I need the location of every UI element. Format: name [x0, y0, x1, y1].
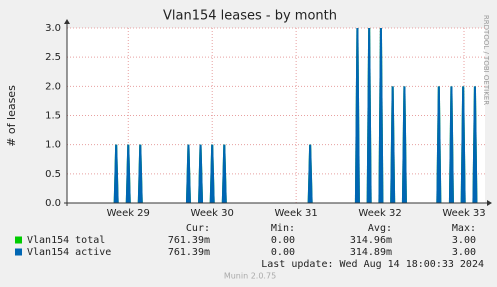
legend-stat: 314.96m	[350, 235, 392, 246]
legend-stat: 3.00	[452, 235, 476, 246]
y-tick-label: 2.5	[45, 52, 61, 63]
spike	[390, 86, 396, 203]
y-tick-label: 1.0	[45, 140, 61, 151]
spike	[221, 144, 227, 203]
last-update: Last update: Wed Aug 14 18:00:33 2024	[261, 259, 484, 270]
x-tick-label: Week 33	[442, 208, 485, 219]
spike	[436, 86, 442, 203]
spike	[185, 144, 191, 203]
spike	[113, 144, 119, 203]
legend-stat: 0.00	[271, 235, 295, 246]
legend-swatch	[15, 236, 22, 244]
legend-header: Min:	[271, 223, 295, 234]
y-tick-label: 0.5	[45, 169, 61, 180]
legend-entry: Vlan154 total	[27, 235, 105, 246]
spike	[472, 86, 478, 203]
x-tick-label: Week 29	[107, 208, 150, 219]
spike	[198, 144, 204, 203]
legend-stat: 761.39m	[168, 235, 210, 246]
spike	[448, 86, 454, 203]
legend-entry: Vlan154 active	[27, 247, 111, 258]
spike	[460, 86, 466, 203]
spike	[401, 86, 407, 203]
legend-header: Cur:	[186, 223, 210, 234]
spike	[307, 144, 313, 203]
spike	[366, 28, 372, 203]
x-arrow	[487, 200, 492, 206]
y-tick-label: 1.5	[45, 111, 61, 122]
legend-stat: 0.00	[271, 247, 295, 258]
legend-stat: 3.00	[452, 247, 476, 258]
legend-stat: 761.39m	[168, 247, 210, 258]
x-tick-label: Week 31	[274, 208, 317, 219]
legend-header: Max:	[452, 223, 476, 234]
y-tick-label: 0.0	[45, 198, 61, 209]
spike	[125, 144, 131, 203]
spike	[354, 28, 360, 203]
y-arrow	[64, 19, 70, 24]
chart-title: Vlan154 leases - by month	[163, 9, 337, 24]
spike	[378, 28, 384, 203]
y-axis-label: # of leases	[5, 85, 18, 147]
legend-header: Avg:	[368, 223, 392, 234]
x-tick-label: Week 30	[191, 208, 234, 219]
y-tick-label: 2.0	[45, 81, 61, 92]
legend-stat: 314.89m	[350, 247, 392, 258]
legend-swatch	[15, 248, 22, 256]
spike	[137, 144, 143, 203]
footer: Munin 2.0.75	[224, 272, 276, 281]
side-text: RRDTOOL / TOBI OETIKER	[482, 15, 490, 105]
spike	[209, 144, 215, 203]
y-tick-label: 3.0	[45, 23, 61, 34]
x-tick-label: Week 32	[358, 208, 401, 219]
